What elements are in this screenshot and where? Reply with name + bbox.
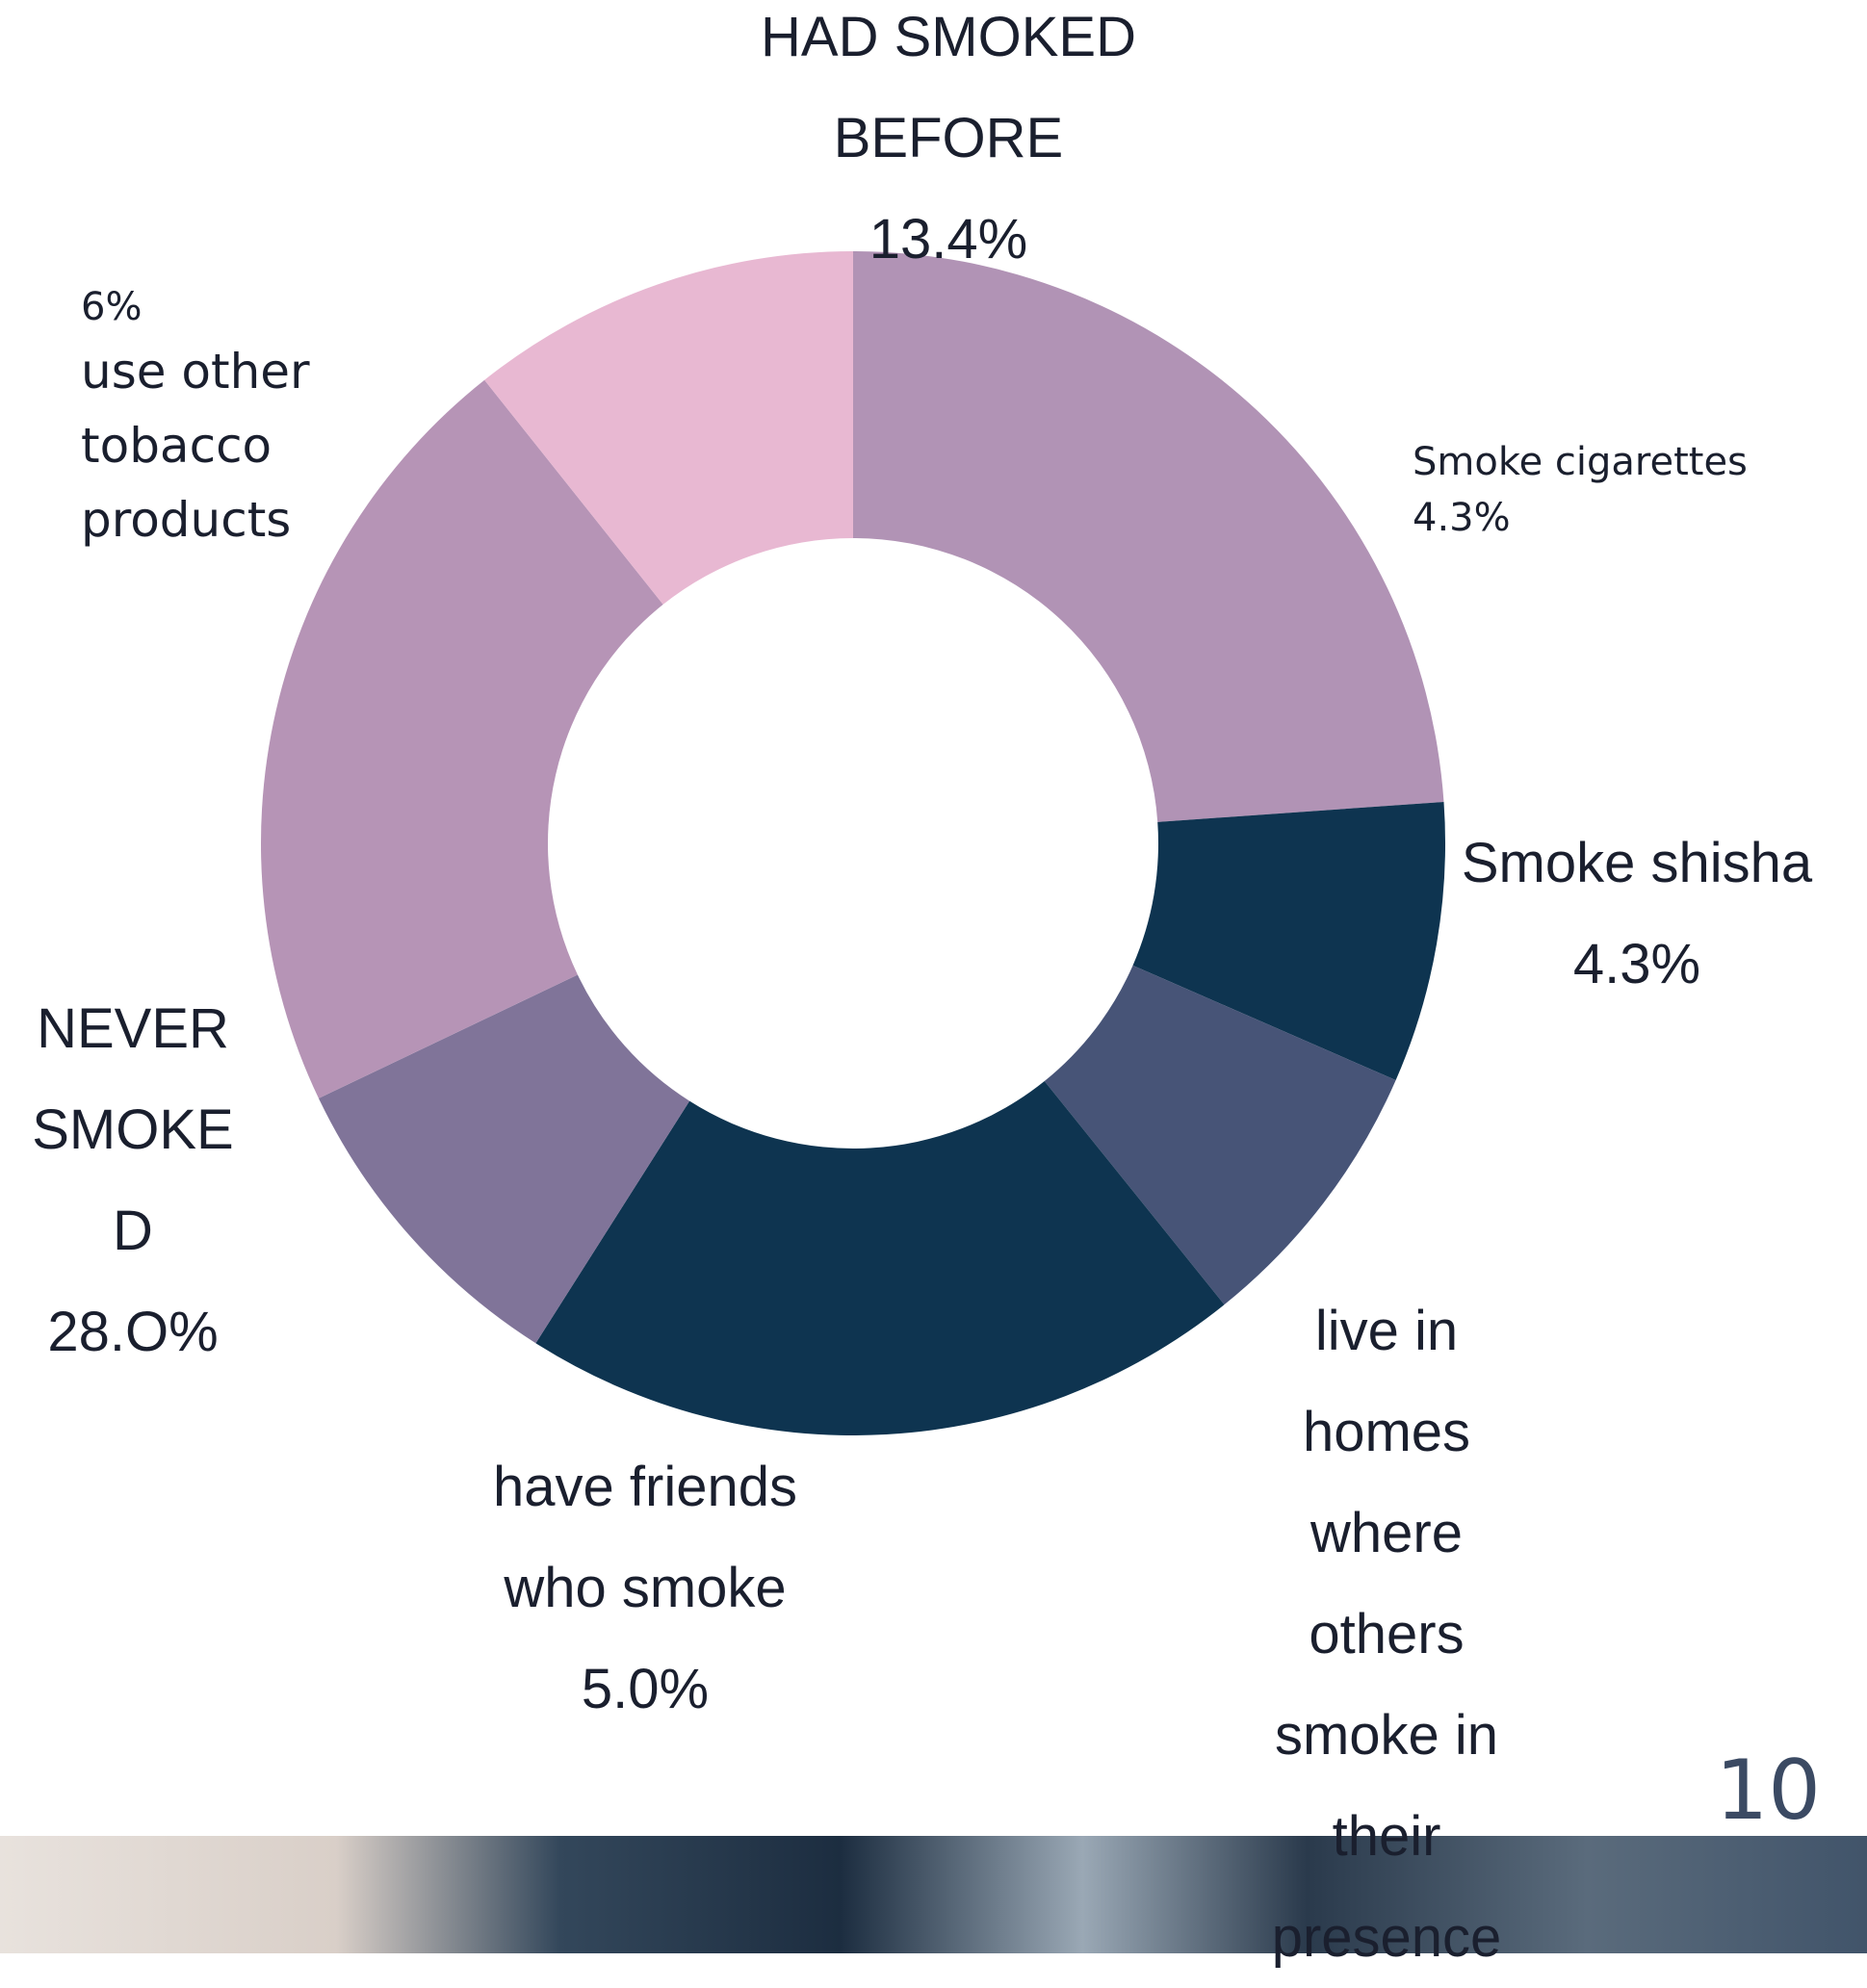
label-homes-line: where xyxy=(1310,1502,1463,1564)
label-shisha: Smoke shisha 4.3% xyxy=(1439,813,1834,1015)
donut-slice-2 xyxy=(1044,965,1396,1305)
slide-number: 10 xyxy=(1715,1743,1821,1839)
label-cigarettes-value: 4.3% xyxy=(1413,496,1511,540)
label-never-smoked: NEVER SMOKE D 28.O% xyxy=(0,978,266,1382)
label-shisha-line: Smoke shisha xyxy=(1461,832,1813,894)
label-had-smoked: HAD SMOKED BEFORE 13.4% xyxy=(741,0,1155,290)
label-homes-line: their xyxy=(1332,1805,1441,1868)
label-never-line: SMOKE xyxy=(32,1098,234,1161)
label-had-smoked-line: HAD SMOKED xyxy=(761,6,1136,68)
label-other-tobacco-line: tobacco xyxy=(81,418,272,474)
label-other-tobacco: use other tobacco products xyxy=(81,335,310,557)
label-never-line: NEVER xyxy=(37,997,229,1060)
label-homes-line: presence xyxy=(1271,1906,1502,1969)
label-cigarettes: Smoke cigarettes 4.3% xyxy=(1413,434,1748,546)
label-never-value: 28.O% xyxy=(47,1301,219,1363)
label-had-smoked-line: BEFORE xyxy=(833,107,1064,169)
label-other-tobacco-value: 6% xyxy=(81,285,143,329)
label-friends-line: who smoke xyxy=(504,1557,787,1619)
donut-slice-3 xyxy=(535,1080,1225,1435)
label-homes-line: homes xyxy=(1302,1401,1471,1463)
label-had-smoked-value: 13.4% xyxy=(869,208,1028,271)
donut-slice-6 xyxy=(484,251,853,605)
background-photo-strip xyxy=(0,1836,1867,1953)
label-never-line: D xyxy=(113,1200,153,1262)
label-other-tobacco-line: products xyxy=(81,492,292,548)
donut-slice-0 xyxy=(853,251,1444,822)
donut-slice-4 xyxy=(318,974,690,1344)
label-homes: live in homes where others smoke in thei… xyxy=(1232,1280,1541,1988)
label-friends: have friends who smoke 5.0% xyxy=(453,1436,838,1740)
label-homes-line: others xyxy=(1309,1603,1465,1665)
donut-slice-5 xyxy=(261,379,663,1098)
donut-slice-1 xyxy=(1132,801,1445,1081)
label-homes-line: smoke in xyxy=(1274,1704,1499,1767)
label-shisha-value: 4.3% xyxy=(1572,933,1701,995)
label-cigarettes-line: Smoke cigarettes xyxy=(1413,440,1748,484)
label-other-tobacco-line: use other xyxy=(81,344,310,400)
label-friends-line: have friends xyxy=(493,1456,797,1518)
label-homes-line: live in xyxy=(1314,1300,1459,1362)
label-friends-value: 5.0% xyxy=(581,1658,710,1720)
